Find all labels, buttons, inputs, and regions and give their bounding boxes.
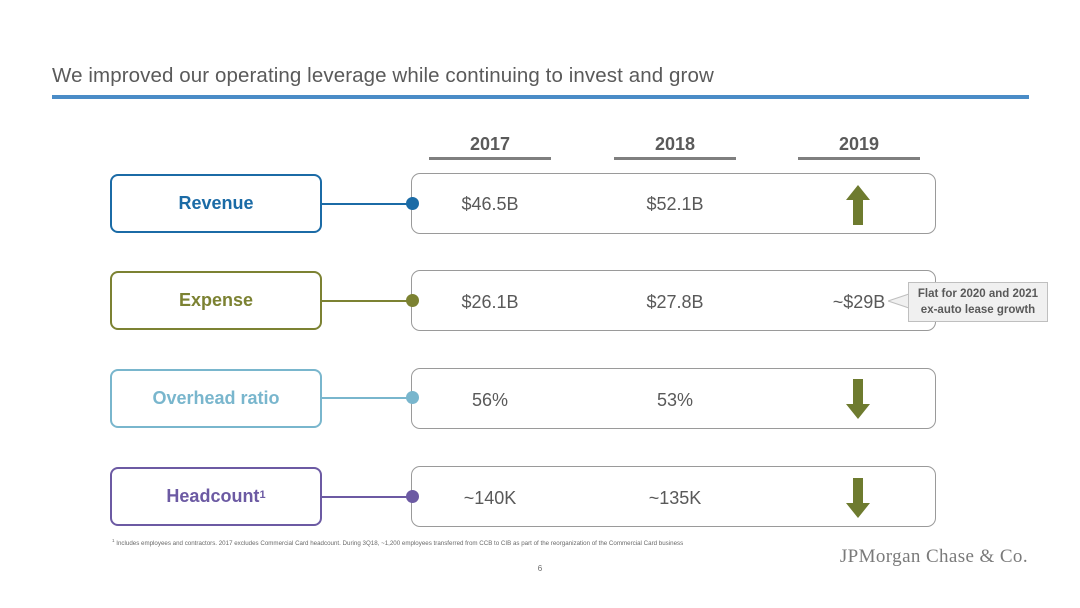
expense-2019-value: ~$29B (832, 292, 886, 312)
expense-2017-value: $26.1B (461, 292, 519, 312)
headcount-connector (322, 496, 412, 498)
year-underline-2018 (614, 157, 736, 160)
revenue-connector (322, 203, 412, 205)
expense-label: Expense (178, 290, 254, 310)
year-underline-2017 (429, 157, 551, 160)
revenue-values-box: $46.5B $52.1B (411, 173, 936, 234)
year-header-2017: 2017 (469, 134, 511, 154)
expense-connector-dot (406, 294, 419, 307)
page-title: We improved our operating leverage while… (52, 64, 714, 87)
overhead-connector (322, 397, 412, 399)
callout-line-1: Flat for 2020 and 2021 (917, 288, 1039, 300)
overhead-2018-value: 53% (656, 390, 694, 410)
overhead-label: Overhead ratio (152, 388, 280, 408)
footnote-mark: 1 (112, 538, 115, 543)
expense-label-box: Expense (110, 271, 322, 330)
overhead-values-box: 56% 53% (411, 368, 936, 429)
overhead-connector-dot (406, 391, 419, 404)
revenue-connector-dot (406, 197, 419, 210)
overhead-label-box: Overhead ratio (110, 369, 322, 428)
page-number: 6 (537, 564, 543, 573)
callout-pointer (888, 293, 910, 309)
expense-2018-value: $27.8B (646, 292, 704, 312)
revenue-2018-value: $52.1B (646, 194, 704, 214)
up-arrow-icon (846, 185, 870, 225)
down-arrow-icon (846, 478, 870, 518)
year-header-2018: 2018 (654, 134, 696, 154)
overhead-2017-value: 56% (471, 390, 509, 410)
footnote-text: Includes employees and contractors. 2017… (116, 540, 684, 548)
headcount-values-box: ~140K ~135K (411, 466, 936, 527)
revenue-label: Revenue (178, 193, 254, 213)
callout-line-2: ex-auto lease growth (920, 304, 1036, 316)
expense-connector (322, 300, 412, 302)
headcount-2017-value: ~140K (463, 488, 517, 508)
title-underline (52, 95, 1029, 99)
revenue-2017-value: $46.5B (461, 194, 519, 214)
headcount-connector-dot (406, 490, 419, 503)
headcount-label-box: Headcount 1 (110, 467, 322, 526)
year-header-2019: 2019 (838, 134, 880, 154)
headcount-2018-value: ~135K (648, 488, 702, 508)
expense-values-box: $26.1B $27.8B ~$29B (411, 270, 936, 331)
year-underline-2019 (798, 157, 920, 160)
headcount-label: Headcount (166, 486, 260, 506)
footnote: 1 Includes employees and contractors. 20… (112, 538, 683, 547)
down-arrow-icon (846, 379, 870, 419)
revenue-label-box: Revenue (110, 174, 322, 233)
expense-callout: Flat for 2020 and 2021 ex-auto lease gro… (908, 282, 1048, 322)
company-logo: JPMorgan Chase & Co. (839, 546, 1028, 567)
